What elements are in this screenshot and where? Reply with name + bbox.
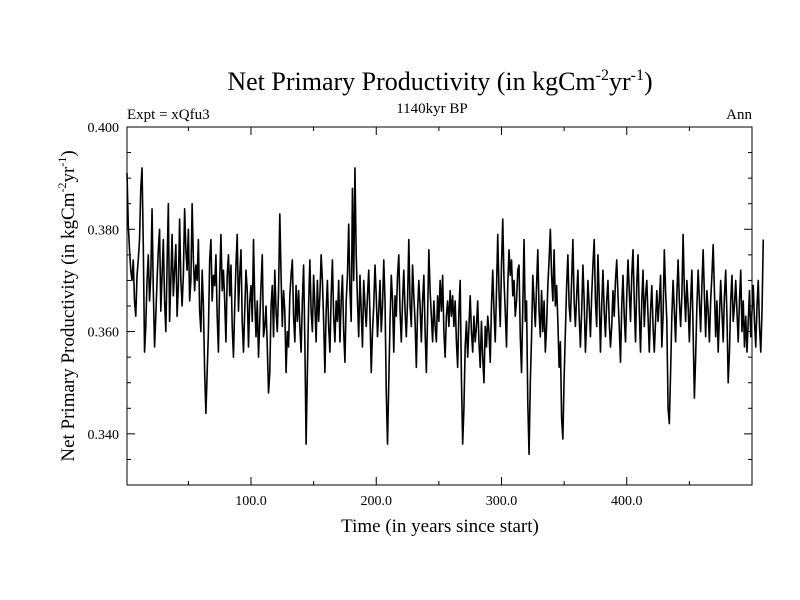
axis-tick-labels: 0.340 0.360 0.380 0.400 100.0 200.0 300.0 400.0 <box>88 121 643 509</box>
x-tick-label: 200.0 <box>360 494 392 509</box>
experiment-label: Expt = xQfu3 <box>127 107 210 123</box>
y-tick-label: 0.380 <box>88 223 120 238</box>
y-tick-label: 0.340 <box>88 428 120 443</box>
chart-title: Net Primary Productivity (in kgCm-2yr-1) <box>227 67 652 96</box>
y-axis-label: Net Primary Productivity (in kgCm-2yr-1) <box>55 150 79 461</box>
x-tick-label: 400.0 <box>611 494 643 509</box>
season-label: Ann <box>726 107 752 123</box>
y-tick-label: 0.400 <box>88 121 120 136</box>
x-axis-label: Time (in years since start) <box>341 516 539 537</box>
y-tick-label: 0.360 <box>88 326 120 341</box>
x-tick-label: 100.0 <box>235 494 267 509</box>
x-tick-label: 300.0 <box>486 494 518 509</box>
period-label: 1140kyr BP <box>396 101 468 117</box>
npp-series-line <box>126 167 765 456</box>
